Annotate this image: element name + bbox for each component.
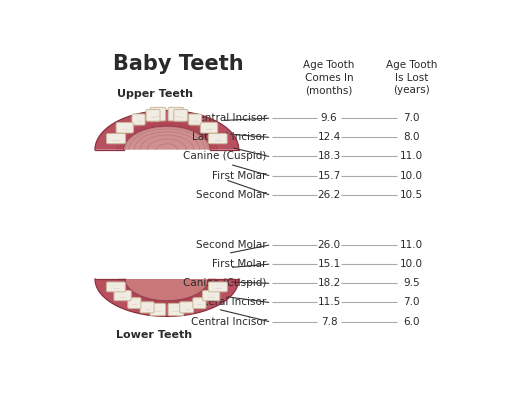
- Text: 7.0: 7.0: [403, 298, 420, 308]
- Text: Lateral Incisor: Lateral Incisor: [192, 132, 267, 142]
- Text: Lower Teeth: Lower Teeth: [117, 330, 192, 340]
- FancyBboxPatch shape: [193, 298, 206, 308]
- Text: 12.4: 12.4: [317, 132, 341, 142]
- Text: First Molar: First Molar: [213, 170, 267, 180]
- Text: Upper Teeth: Upper Teeth: [117, 89, 192, 99]
- Text: 15.7: 15.7: [317, 170, 341, 180]
- FancyBboxPatch shape: [174, 110, 188, 121]
- Text: Canine (Cuspid): Canine (Cuspid): [183, 278, 267, 288]
- FancyBboxPatch shape: [114, 290, 131, 301]
- Polygon shape: [95, 110, 238, 150]
- Text: Age Tooth
Is Lost
(years): Age Tooth Is Lost (years): [386, 60, 437, 95]
- Text: 26.0: 26.0: [317, 240, 341, 250]
- Text: Second Molar: Second Molar: [196, 240, 267, 250]
- Text: 11.0: 11.0: [400, 240, 423, 250]
- FancyBboxPatch shape: [116, 122, 134, 133]
- Text: 26.2: 26.2: [317, 190, 341, 200]
- Text: 18.2: 18.2: [317, 278, 341, 288]
- Polygon shape: [95, 279, 238, 316]
- Text: Canine (Cuspid): Canine (Cuspid): [183, 152, 267, 162]
- FancyBboxPatch shape: [140, 302, 154, 313]
- Text: 9.6: 9.6: [321, 113, 338, 123]
- Text: 18.3: 18.3: [317, 152, 341, 162]
- Text: Baby Teeth: Baby Teeth: [113, 54, 244, 74]
- Text: 7.8: 7.8: [321, 316, 338, 326]
- FancyBboxPatch shape: [150, 303, 166, 316]
- Polygon shape: [125, 279, 209, 301]
- Polygon shape: [123, 126, 210, 150]
- Text: 10.0: 10.0: [400, 170, 423, 180]
- Text: Age Tooth
Comes In
(months): Age Tooth Comes In (months): [304, 60, 355, 95]
- Text: 8.0: 8.0: [403, 132, 420, 142]
- FancyBboxPatch shape: [168, 303, 184, 316]
- Text: Central Incisor: Central Incisor: [191, 113, 267, 123]
- Text: 9.5: 9.5: [403, 278, 420, 288]
- Text: First Molar: First Molar: [213, 259, 267, 269]
- Text: 7.0: 7.0: [403, 113, 420, 123]
- Text: 15.1: 15.1: [317, 259, 341, 269]
- FancyBboxPatch shape: [146, 110, 160, 121]
- FancyBboxPatch shape: [107, 282, 125, 292]
- FancyBboxPatch shape: [132, 114, 145, 125]
- FancyBboxPatch shape: [200, 122, 218, 133]
- Text: 10.5: 10.5: [400, 190, 423, 200]
- Text: 11.0: 11.0: [400, 152, 423, 162]
- FancyBboxPatch shape: [107, 134, 126, 144]
- FancyBboxPatch shape: [202, 290, 220, 301]
- Text: Lateral Incisor: Lateral Incisor: [192, 298, 267, 308]
- FancyBboxPatch shape: [208, 282, 227, 292]
- Text: 10.0: 10.0: [400, 259, 423, 269]
- Text: Second Molar: Second Molar: [196, 190, 267, 200]
- FancyBboxPatch shape: [208, 134, 227, 144]
- Text: 11.5: 11.5: [317, 298, 341, 308]
- Text: Central Incisor: Central Incisor: [191, 316, 267, 326]
- FancyBboxPatch shape: [189, 114, 202, 125]
- FancyBboxPatch shape: [150, 107, 166, 121]
- FancyBboxPatch shape: [180, 302, 193, 313]
- FancyBboxPatch shape: [168, 107, 184, 121]
- Text: 6.0: 6.0: [403, 316, 420, 326]
- FancyBboxPatch shape: [128, 298, 141, 308]
